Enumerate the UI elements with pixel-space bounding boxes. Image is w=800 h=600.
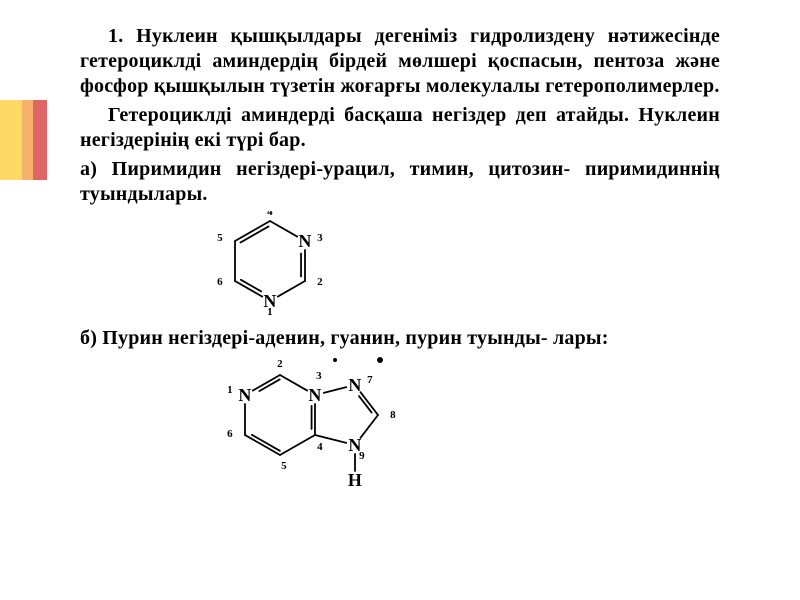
svg-text:H: H — [348, 470, 362, 490]
svg-text:N: N — [238, 385, 251, 405]
accent-orange-bar — [22, 100, 34, 180]
svg-text:4: 4 — [317, 441, 323, 453]
paragraph-bases: Гетероциклді аминдерді басқаша негіздер … — [80, 103, 720, 153]
slide-accent-strip — [0, 100, 48, 180]
svg-text:1: 1 — [267, 306, 273, 318]
text-content: 1. Нуклеин қышқылдары дегеніміз гидролиз… — [80, 24, 720, 495]
svg-text:N: N — [308, 385, 321, 405]
purine-svg: HNNNN123456789 — [80, 355, 440, 495]
svg-text:6: 6 — [217, 276, 223, 288]
svg-text:8: 8 — [390, 409, 396, 421]
svg-text:3: 3 — [317, 232, 323, 244]
paragraph-pyrimidine-list: а) Пиримидин негіздері-урацил, тимин, ци… — [80, 157, 720, 207]
document-page: 1. Нуклеин қышқылдары дегеніміз гидролиз… — [0, 0, 800, 600]
svg-text:N: N — [298, 231, 311, 251]
svg-text:2: 2 — [317, 276, 323, 288]
svg-text:6: 6 — [227, 428, 233, 440]
svg-text:3: 3 — [316, 370, 322, 382]
pyrimidine-diagram: NN123456 — [80, 211, 720, 326]
svg-text:1: 1 — [227, 384, 233, 396]
pyrimidine-svg: NN123456 — [80, 211, 370, 326]
paragraph-purine-list: б) Пурин негіздері-аденин, гуанин, пурин… — [80, 326, 720, 351]
svg-text:2: 2 — [277, 358, 283, 370]
accent-yellow-bar — [0, 100, 24, 180]
svg-text:4: 4 — [267, 211, 273, 218]
purine-diagram: HNNNN123456789 — [80, 355, 720, 495]
svg-text:5: 5 — [281, 460, 287, 472]
accent-red-bar — [33, 100, 47, 180]
paragraph-intro: 1. Нуклеин қышқылдары дегеніміз гидролиз… — [80, 24, 720, 99]
svg-text:N: N — [348, 375, 361, 395]
svg-text:5: 5 — [217, 232, 223, 244]
svg-text:7: 7 — [367, 374, 373, 386]
svg-text:9: 9 — [359, 450, 365, 462]
